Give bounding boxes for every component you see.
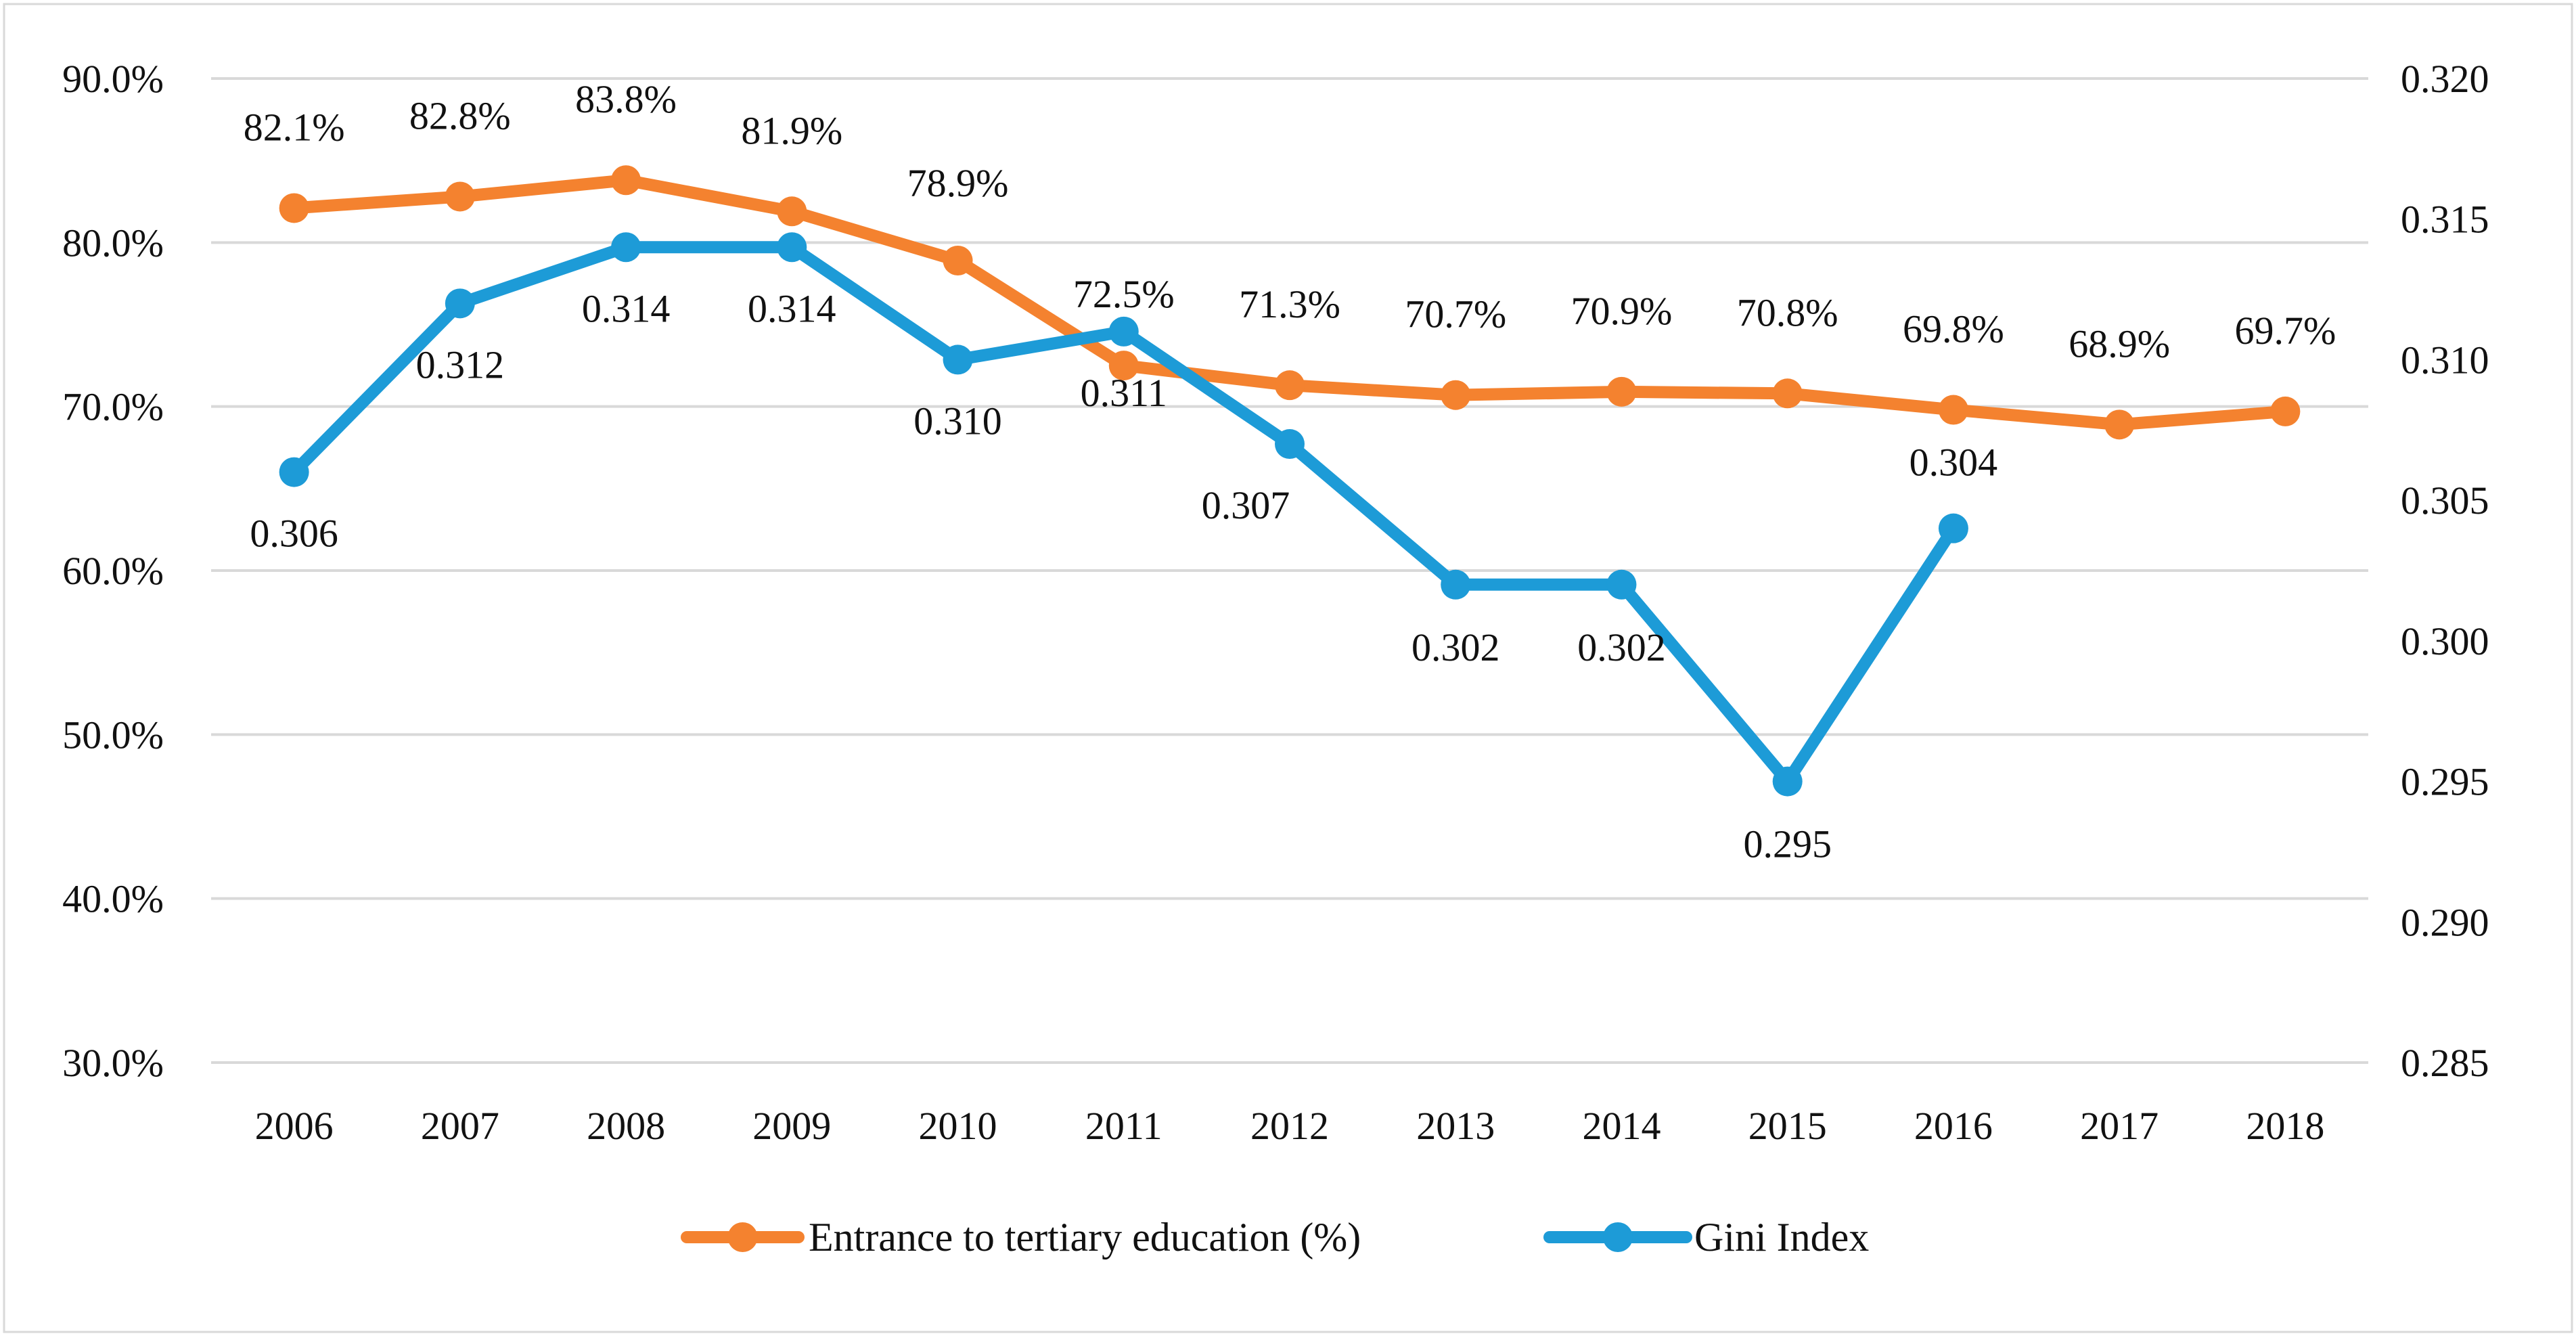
data-point xyxy=(1772,378,1803,409)
data-point xyxy=(1275,429,1305,460)
data-point xyxy=(445,181,475,212)
data-label: 0.314 xyxy=(582,286,671,330)
data-point xyxy=(1441,569,1471,600)
data-label: 0.314 xyxy=(748,286,836,330)
left-axis-tick-label: 90.0% xyxy=(62,57,164,101)
data-label: 69.7% xyxy=(2234,309,2336,353)
data-label: 0.302 xyxy=(1411,625,1500,669)
data-point xyxy=(1441,380,1471,410)
data-label: 0.302 xyxy=(1577,625,1666,669)
right-axis-tick-label: 0.285 xyxy=(2401,1041,2489,1085)
data-label: 68.9% xyxy=(2069,321,2170,365)
data-point xyxy=(279,457,309,487)
data-label: 81.9% xyxy=(741,108,842,152)
left-axis-tick-label: 30.0% xyxy=(62,1041,164,1085)
data-point xyxy=(279,193,309,223)
x-axis-tick-label: 2015 xyxy=(1748,1104,1827,1148)
data-label: 0.304 xyxy=(1910,441,1998,485)
legend-label: Entrance to tertiary education (%) xyxy=(809,1215,1361,1260)
left-axis-tick-label: 80.0% xyxy=(62,221,164,265)
x-axis-ticks: 2006 2007 2008 2009 2010 2011 2012 2013 2014 2015… xyxy=(255,1104,2325,1148)
x-axis-tick-label: 2008 xyxy=(587,1104,665,1148)
right-axis-ticks: 0.285 0.290 0.295 0.300 0.305 0.310 0.315 0.320 xyxy=(2401,57,2489,1085)
data-label: 0.306 xyxy=(250,512,338,556)
x-axis-tick-label: 2011 xyxy=(1085,1104,1162,1148)
data-label: 0.307 xyxy=(1202,483,1290,527)
right-axis-tick-label: 0.300 xyxy=(2401,619,2489,663)
x-axis-tick-label: 2010 xyxy=(919,1104,997,1148)
data-point xyxy=(943,245,973,275)
data-label: 72.5% xyxy=(1073,272,1175,316)
legend-swatch-marker xyxy=(1603,1222,1633,1252)
data-label: 70.7% xyxy=(1405,292,1506,336)
x-axis-tick-label: 2012 xyxy=(1250,1104,1329,1148)
data-point xyxy=(1772,766,1803,797)
data-point xyxy=(1938,395,1968,425)
left-axis-tick-label: 70.0% xyxy=(62,385,164,429)
data-point xyxy=(445,288,475,319)
x-axis-tick-label: 2013 xyxy=(1416,1104,1495,1148)
x-axis-tick-label: 2007 xyxy=(421,1104,499,1148)
data-point xyxy=(1938,513,1968,543)
data-point xyxy=(1606,569,1637,600)
x-axis-tick-label: 2009 xyxy=(752,1104,831,1148)
data-point xyxy=(1606,376,1637,407)
data-label: 83.8% xyxy=(575,77,677,121)
data-label: 0.310 xyxy=(913,399,1002,443)
right-axis-tick-label: 0.290 xyxy=(2401,900,2489,944)
data-point xyxy=(611,165,641,196)
data-point xyxy=(2270,396,2301,426)
data-point xyxy=(777,232,807,263)
right-axis-tick-label: 0.320 xyxy=(2401,57,2489,101)
x-axis-tick-label: 2018 xyxy=(2246,1104,2324,1148)
data-label: 82.1% xyxy=(244,105,345,149)
left-axis-ticks: 30.0% 40.0% 50.0% 60.0% 70.0% 80.0% 90.0% xyxy=(62,57,164,1085)
right-axis-tick-label: 0.310 xyxy=(2401,338,2489,382)
right-axis-tick-label: 0.315 xyxy=(2401,198,2489,242)
left-axis-tick-label: 50.0% xyxy=(62,713,164,757)
data-point xyxy=(611,232,641,263)
series xyxy=(279,165,2301,797)
data-label: 0.312 xyxy=(416,342,505,386)
gridlines xyxy=(211,77,2368,1064)
data-label: 69.8% xyxy=(1903,307,2004,351)
left-axis-tick-label: 40.0% xyxy=(62,877,164,921)
chart-frame xyxy=(3,3,2573,1333)
data-point xyxy=(1108,351,1139,381)
x-axis-tick-label: 2017 xyxy=(2080,1104,2159,1148)
data-point xyxy=(777,196,807,227)
data-label: 0.311 xyxy=(1081,371,1167,415)
data-point xyxy=(1275,370,1305,401)
data-label: 70.8% xyxy=(1737,290,1838,334)
data-point xyxy=(2104,409,2135,440)
data-labels: 82.1% 82.8% 83.8% 81.9% 78.9% 72.5% 71.3% 70.7%… xyxy=(244,77,2336,866)
right-axis-tick-label: 0.305 xyxy=(2401,478,2489,522)
data-label: 78.9% xyxy=(907,161,1009,205)
x-axis-tick-label: 2014 xyxy=(1582,1104,1660,1148)
data-point xyxy=(943,344,973,375)
legend-label: Gini Index xyxy=(1694,1215,1869,1260)
left-axis-tick-label: 60.0% xyxy=(62,549,164,593)
data-point xyxy=(1108,316,1139,347)
legend-swatch-marker xyxy=(727,1222,758,1252)
data-label: 0.295 xyxy=(1743,822,1832,866)
legend: Entrance to tertiary education (%) Gini I… xyxy=(681,1215,1869,1260)
right-axis-tick-label: 0.295 xyxy=(2401,760,2489,804)
x-axis-tick-label: 2006 xyxy=(255,1104,334,1148)
x-axis-tick-label: 2016 xyxy=(1914,1104,1993,1148)
data-label: 71.3% xyxy=(1239,282,1340,326)
data-label: 70.9% xyxy=(1571,289,1673,333)
data-label: 82.8% xyxy=(409,93,511,137)
